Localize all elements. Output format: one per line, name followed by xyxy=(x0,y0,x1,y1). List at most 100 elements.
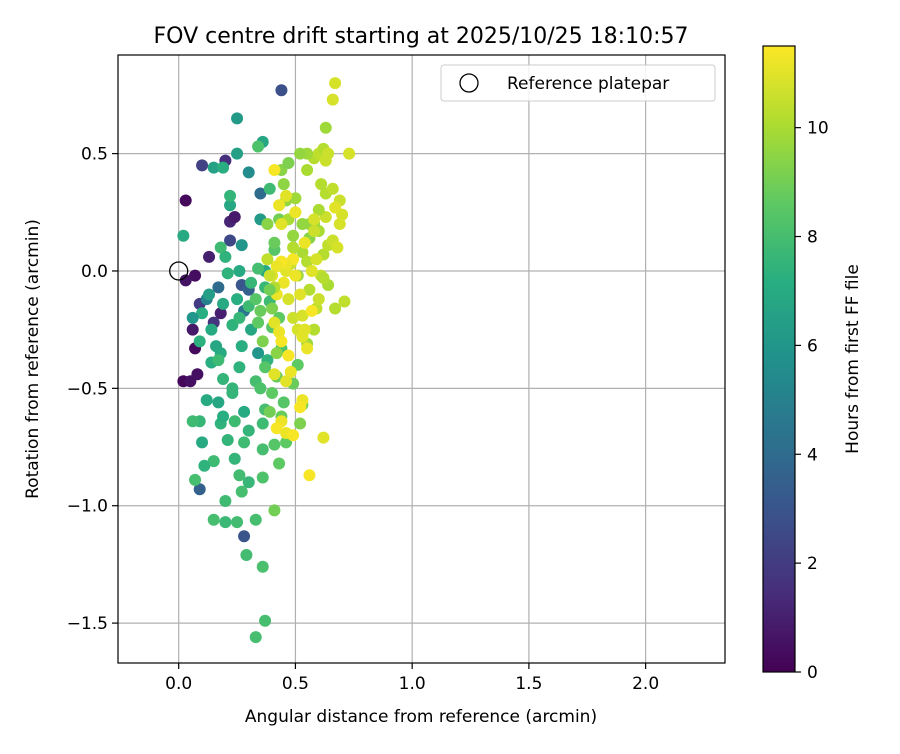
data-point xyxy=(298,323,311,336)
data-point xyxy=(301,164,314,177)
data-point xyxy=(263,269,276,282)
data-point xyxy=(282,293,295,306)
data-point xyxy=(186,311,199,324)
data-point xyxy=(268,316,281,329)
data-point xyxy=(228,210,241,223)
data-point xyxy=(343,147,356,160)
data-point xyxy=(308,225,321,238)
data-point xyxy=(242,424,255,437)
data-point xyxy=(294,401,307,414)
data-point xyxy=(294,147,307,160)
data-point xyxy=(240,549,253,562)
data-point xyxy=(212,396,225,409)
data-point xyxy=(282,156,295,169)
data-point xyxy=(231,147,244,160)
y-axis-ticks: −1.5 −1.0 −0.5 0.0 0.5 xyxy=(67,145,118,634)
data-point xyxy=(245,276,258,289)
data-point xyxy=(270,347,283,360)
data-point xyxy=(189,269,202,282)
data-point xyxy=(277,396,290,409)
data-point xyxy=(219,516,232,529)
data-point xyxy=(177,229,190,242)
data-point xyxy=(252,347,265,360)
data-point xyxy=(268,164,281,177)
data-point xyxy=(268,504,281,517)
data-point xyxy=(266,387,279,400)
data-point xyxy=(200,394,213,407)
y-tick-label: 0.0 xyxy=(81,262,108,282)
data-point xyxy=(191,368,204,381)
data-point xyxy=(333,218,346,231)
data-point xyxy=(256,471,269,484)
data-point xyxy=(214,241,227,254)
data-point xyxy=(252,262,265,275)
data-point xyxy=(329,77,342,90)
data-point xyxy=(193,483,206,496)
data-point xyxy=(256,560,269,573)
data-point xyxy=(273,457,286,470)
data-point xyxy=(301,342,314,355)
colorbar: 0 2 4 6 8 10 Hours from first FF file xyxy=(762,45,863,683)
data-point xyxy=(224,234,237,247)
data-point xyxy=(217,410,230,423)
data-point xyxy=(233,469,246,482)
data-point xyxy=(261,253,274,266)
colorbar-tick-label: 10 xyxy=(807,119,829,139)
data-point xyxy=(186,323,199,336)
data-point xyxy=(219,250,232,263)
data-point xyxy=(207,455,220,468)
data-point xyxy=(242,166,255,179)
data-point xyxy=(233,361,246,374)
data-point xyxy=(207,513,220,526)
data-point xyxy=(308,213,321,226)
data-point xyxy=(231,112,244,125)
data-point xyxy=(254,304,267,317)
data-point xyxy=(305,304,318,317)
data-point xyxy=(275,218,288,231)
data-point xyxy=(275,84,288,97)
data-point xyxy=(254,382,267,395)
data-point xyxy=(301,255,314,268)
y-axis-label: Rotation from reference (arcmin) xyxy=(23,219,43,499)
colorbar-label: Hours from first FF file xyxy=(843,264,863,454)
data-point xyxy=(224,189,237,202)
data-point xyxy=(303,469,316,482)
data-point xyxy=(205,323,218,336)
colorbar-tick-label: 6 xyxy=(807,336,818,356)
data-point xyxy=(312,203,325,216)
data-point xyxy=(196,159,209,172)
data-point xyxy=(294,417,307,430)
data-point xyxy=(233,311,246,324)
data-point xyxy=(228,415,241,428)
data-point xyxy=(217,161,230,174)
data-point xyxy=(235,340,248,353)
data-point xyxy=(259,361,272,374)
data-point xyxy=(186,415,199,428)
data-point xyxy=(280,189,293,202)
x-tick-label: 0.5 xyxy=(282,674,309,694)
data-point xyxy=(326,182,339,195)
data-point xyxy=(296,246,309,259)
data-point xyxy=(217,372,230,385)
data-point xyxy=(310,253,323,266)
data-point xyxy=(289,206,302,219)
data-point xyxy=(287,241,300,254)
data-point xyxy=(263,283,276,296)
data-point xyxy=(252,316,265,329)
data-point xyxy=(256,417,269,430)
data-point xyxy=(338,295,351,308)
y-tick-label: −0.5 xyxy=(67,379,108,399)
data-point xyxy=(287,429,300,442)
data-point xyxy=(231,516,244,529)
legend: Reference platepar xyxy=(440,64,716,102)
data-point xyxy=(203,288,216,301)
x-axis-ticks: 0.0 0.5 1.0 1.5 2.0 xyxy=(165,663,659,694)
data-point xyxy=(256,443,269,456)
legend-label: Reference platepar xyxy=(507,74,669,94)
data-point xyxy=(326,93,339,106)
data-point xyxy=(277,178,290,191)
data-point xyxy=(289,192,302,205)
colorbar-gradient xyxy=(762,45,796,673)
data-point xyxy=(277,276,290,289)
